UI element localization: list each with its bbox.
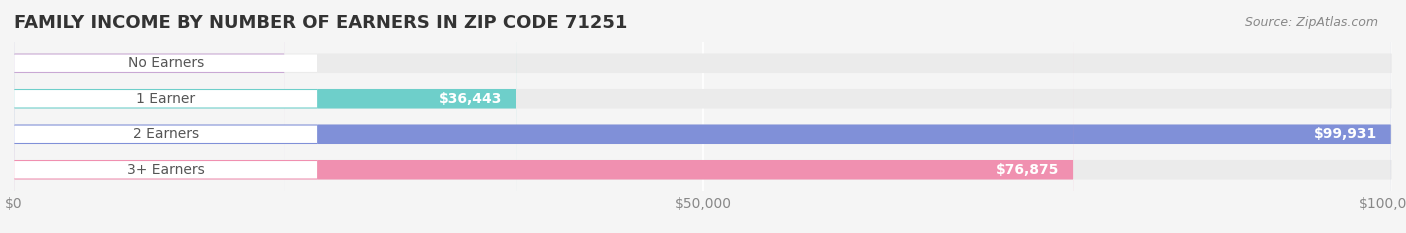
- FancyBboxPatch shape: [14, 0, 318, 233]
- FancyBboxPatch shape: [14, 0, 1392, 233]
- Text: Source: ZipAtlas.com: Source: ZipAtlas.com: [1244, 16, 1378, 29]
- Text: $76,875: $76,875: [997, 163, 1060, 177]
- FancyBboxPatch shape: [14, 0, 1392, 233]
- Text: FAMILY INCOME BY NUMBER OF EARNERS IN ZIP CODE 71251: FAMILY INCOME BY NUMBER OF EARNERS IN ZI…: [14, 14, 627, 32]
- Text: $19,625: $19,625: [207, 56, 271, 70]
- Text: $99,931: $99,931: [1315, 127, 1378, 141]
- Text: 3+ Earners: 3+ Earners: [127, 163, 204, 177]
- FancyBboxPatch shape: [14, 0, 1392, 233]
- Text: No Earners: No Earners: [128, 56, 204, 70]
- FancyBboxPatch shape: [14, 0, 284, 233]
- FancyBboxPatch shape: [14, 0, 318, 233]
- Text: 1 Earner: 1 Earner: [136, 92, 195, 106]
- Text: 2 Earners: 2 Earners: [132, 127, 198, 141]
- Text: $36,443: $36,443: [439, 92, 502, 106]
- FancyBboxPatch shape: [14, 0, 1391, 233]
- FancyBboxPatch shape: [14, 0, 516, 233]
- FancyBboxPatch shape: [14, 0, 318, 233]
- FancyBboxPatch shape: [14, 0, 1392, 233]
- FancyBboxPatch shape: [14, 0, 318, 233]
- FancyBboxPatch shape: [14, 0, 1073, 233]
